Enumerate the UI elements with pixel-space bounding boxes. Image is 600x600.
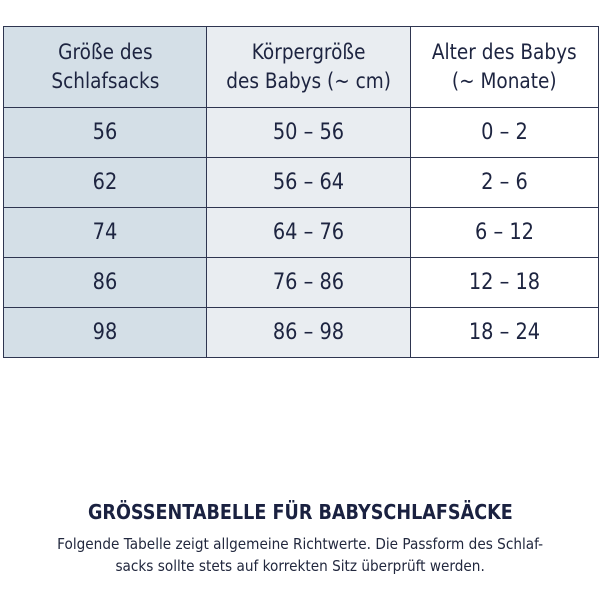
caption-line: sacks sollte stets auf korrekten Sitz üb… <box>115 557 485 575</box>
size-table: Größe des Schlafsacks Körpergröße des Baby… <box>3 26 599 358</box>
caption-description: Folgende Tabelle zeigt allgemeine Richtw… <box>0 533 600 577</box>
header-line: Alter des Babys <box>432 40 577 64</box>
caption-line: Folgende Tabelle zeigt allgemeine Richtw… <box>57 535 543 553</box>
table-row: 62 56 – 64 2 – 6 <box>3 157 599 208</box>
cell-baby-age: 18 – 24 <box>410 307 599 358</box>
cell-text: 12 – 18 <box>468 270 541 295</box>
cell-text: 56 <box>92 120 118 145</box>
cell-text: 2 – 6 <box>481 170 528 195</box>
header-line: (~ Monate) <box>452 69 557 93</box>
header-line: Schlafsacks <box>50 69 160 93</box>
table-row: 56 50 – 56 0 – 2 <box>3 107 599 158</box>
cell-text: 50 – 56 <box>272 120 345 145</box>
table-header-row: Größe des Schlafsacks Körpergröße des Baby… <box>3 26 599 108</box>
caption-title-text: GRÖSSENTABELLE FÜR BABYSCHLAFSÄCKE <box>87 500 513 524</box>
cell-text: 18 – 24 <box>468 320 541 345</box>
cell-baby-height: 50 – 56 <box>206 107 411 158</box>
cell-text: 98 <box>92 320 118 345</box>
cell-baby-height: 86 – 98 <box>206 307 411 358</box>
cell-text: 0 – 2 <box>481 120 528 145</box>
cell-text: 64 – 76 <box>272 220 345 245</box>
header-baby-age: Alter des Babys (~ Monate) <box>410 26 599 108</box>
cell-text: 76 – 86 <box>272 270 345 295</box>
cell-baby-age: 12 – 18 <box>410 257 599 308</box>
cell-bag-size: 86 <box>3 257 207 308</box>
header-line: Körpergröße <box>251 40 366 64</box>
cell-baby-age: 2 – 6 <box>410 157 599 208</box>
cell-text: 74 <box>92 220 118 245</box>
cell-text: 62 <box>92 170 118 195</box>
table-row: 98 86 – 98 18 – 24 <box>3 307 599 358</box>
table-row: 86 76 – 86 12 – 18 <box>3 257 599 308</box>
header-sleeping-bag-size: Größe des Schlafsacks <box>3 26 207 108</box>
header-baby-height: Körpergröße des Babys (~ cm) <box>206 26 411 108</box>
header-line: des Babys (~ cm) <box>226 69 391 93</box>
cell-baby-height: 64 – 76 <box>206 207 411 258</box>
cell-baby-age: 6 – 12 <box>410 207 599 258</box>
cell-bag-size: 62 <box>3 157 207 208</box>
caption-title: GRÖSSENTABELLE FÜR BABYSCHLAFSÄCKE <box>0 500 600 524</box>
table-row: 74 64 – 76 6 – 12 <box>3 207 599 258</box>
cell-bag-size: 56 <box>3 107 207 158</box>
cell-text: 86 – 98 <box>272 320 345 345</box>
cell-text: 56 – 64 <box>272 170 345 195</box>
cell-bag-size: 98 <box>3 307 207 358</box>
cell-bag-size: 74 <box>3 207 207 258</box>
cell-baby-height: 56 – 64 <box>206 157 411 208</box>
cell-text: 6 – 12 <box>475 220 534 245</box>
cell-text: 86 <box>92 270 118 295</box>
cell-baby-height: 76 – 86 <box>206 257 411 308</box>
cell-baby-age: 0 – 2 <box>410 107 599 158</box>
header-line: Größe des <box>57 40 153 64</box>
